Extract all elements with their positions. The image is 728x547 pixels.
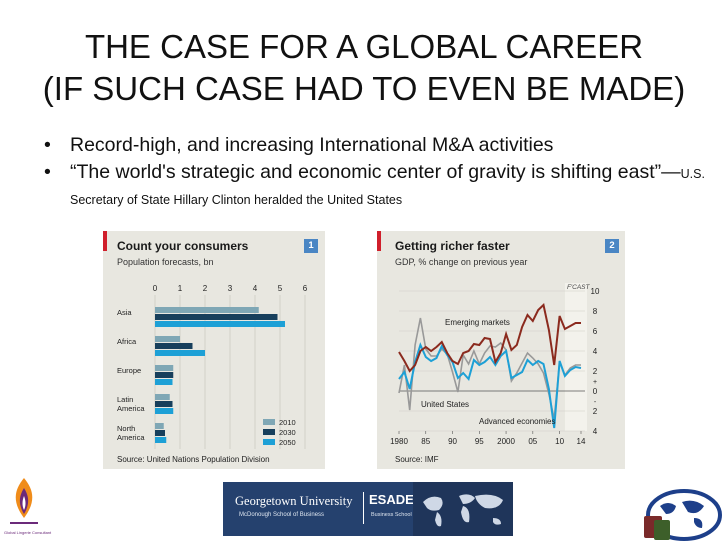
legend-label: 2050 [279, 438, 296, 447]
chart-red-tab [103, 231, 107, 251]
bar-2030 [155, 401, 173, 407]
x-tick-label: 10 [555, 437, 564, 446]
category-label: Africa [117, 337, 137, 346]
bar-2010 [155, 336, 180, 342]
x-tick-label: 5 [278, 284, 283, 293]
bar-2010 [155, 394, 170, 400]
right-globe-logo [638, 488, 724, 542]
bar-2050 [155, 350, 205, 356]
esade-name: ESADE [369, 492, 414, 507]
y-tick-label: 4 [593, 427, 598, 436]
bullet-list: • Record-high, and increasing Internatio… [44, 133, 714, 215]
bar-2030 [155, 430, 165, 436]
chart-subtitle: Population forecasts, bn [117, 257, 214, 267]
x-tick-label: 14 [577, 437, 586, 446]
bar-2030 [155, 314, 278, 320]
left-logo: Global Lingerie Consultant [4, 474, 51, 542]
x-tick-label: 1980 [390, 437, 408, 446]
bar-2010 [155, 423, 164, 429]
y-tick-label: 2 [593, 367, 598, 376]
slide-title-line2: (IF SUCH CASE HAD TO EVEN BE MADE) [42, 70, 686, 107]
bullet-marker: • [44, 134, 51, 156]
x-tick-label: 85 [421, 437, 430, 446]
bar-2050 [155, 321, 285, 327]
series-line-Emerging markets [398, 303, 581, 373]
series-label-us: United States [421, 400, 469, 409]
category-label: North [117, 424, 135, 433]
category-label: Latin [117, 395, 133, 404]
x-tick-label: 4 [253, 284, 258, 293]
x-tick-label: 90 [448, 437, 457, 446]
bar-2050 [155, 379, 173, 385]
bar-2030 [155, 372, 174, 378]
forecast-band [564, 283, 587, 431]
bar-2050 [155, 437, 167, 443]
bar-chart-svg: 0 1 2 3 4 5 6AsiaAfricaEuropeLatinAmericaNorth… [117, 284, 308, 449]
y-tick-label: 0 [593, 387, 598, 396]
chart-badge: 1 [304, 239, 318, 253]
slide-title: THE CASE FOR A GLOBAL CAREER (IF SUCH CA… [0, 26, 728, 110]
bullet-item-quote: • “The world's strategic and economic ce… [44, 160, 714, 212]
x-tick-label: 2000 [497, 437, 515, 446]
x-tick-label: 0 [153, 284, 158, 293]
x-tick-label: 1 [178, 284, 183, 293]
category-label: America [117, 404, 145, 413]
x-tick-label: 3 [228, 284, 233, 293]
y-tick-label: 6 [593, 327, 598, 336]
bullet-marker: • [44, 161, 51, 183]
georgetown-name: Georgetown University [235, 494, 353, 508]
banner-divider [363, 492, 364, 524]
chart-source: Source: IMF [395, 455, 439, 464]
y-tick-label: 8 [593, 307, 598, 316]
bar-2030 [155, 343, 193, 349]
x-tick-label: 95 [475, 437, 484, 446]
legend-swatch [263, 429, 275, 435]
georgetown-esade-banner: Georgetown University McDonough School o… [223, 482, 513, 536]
left-logo-text: Global Lingerie Consultant [4, 530, 52, 535]
globe-passport-icon [644, 489, 722, 541]
x-tick-label: 6 [303, 284, 308, 293]
mcdonough-name: McDonough School of Business [239, 512, 325, 518]
x-tick-label: 2 [203, 284, 208, 293]
bullet-text: Record-high, and increasing Internationa… [70, 134, 554, 156]
slide-title-line1: THE CASE FOR A GLOBAL CAREER [84, 28, 644, 65]
chart-title: Getting richer faster [395, 239, 510, 253]
bullet-quote-text: “The world's strategic and economic cent… [70, 161, 681, 183]
bar-2050 [155, 408, 174, 414]
category-label: Europe [117, 366, 141, 375]
legend-swatch [263, 419, 275, 425]
banner-text-block: Georgetown University McDonough School o… [223, 482, 414, 536]
chart-red-tab [377, 231, 381, 251]
x-tick-label: 05 [528, 437, 537, 446]
bullet-attribution: U.S. Secretary of State Hillary Clinton … [70, 167, 705, 207]
series-label-advanced: Advanced economies [479, 417, 556, 426]
esade-sub: Business School [371, 512, 412, 518]
y-tick-label: 4 [593, 347, 598, 356]
series-label-emerging: Emerging markets [445, 318, 510, 327]
chart-getting-richer: Getting richer faster GDP, % change on p… [377, 231, 625, 469]
y-tick-label: 10 [591, 287, 600, 296]
y-sign-minus: - [594, 399, 597, 406]
category-label: Asia [117, 308, 132, 317]
y-tick-label: 2 [593, 407, 598, 416]
chart-title: Count your consumers [117, 239, 249, 253]
world-map-icon [413, 482, 513, 536]
legend-swatch [263, 439, 275, 445]
bar-2010 [155, 365, 174, 371]
y-sign-plus: + [593, 379, 597, 386]
bar-2010 [155, 307, 259, 313]
category-label: America [117, 433, 145, 442]
series-line-Advanced economies [398, 342, 582, 429]
legend-label: 2030 [279, 428, 296, 437]
forecast-label: F'CAST [567, 284, 591, 291]
legend-label: 2010 [279, 418, 296, 427]
chart-source: Source: United Nations Population Divisi… [117, 455, 270, 464]
bullet-item-ma: • Record-high, and increasing Internatio… [44, 133, 714, 157]
chart-subtitle: GDP, % change on previous year [395, 257, 528, 267]
chart-badge: 2 [605, 239, 619, 253]
flame-logo-icon [10, 478, 38, 524]
chart-count-consumers: Count your consumers Population forecast… [103, 231, 325, 469]
